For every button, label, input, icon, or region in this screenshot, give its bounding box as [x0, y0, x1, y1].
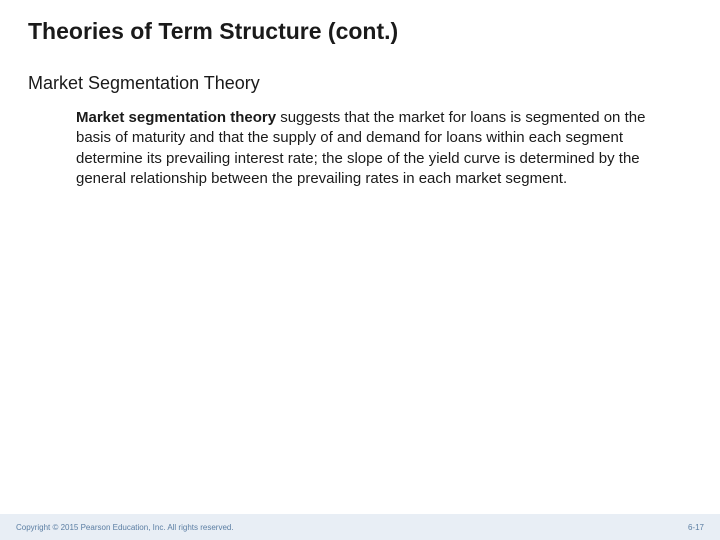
footer-bar: Copyright © 2015 Pearson Education, Inc.…	[0, 514, 720, 540]
copyright-text: Copyright © 2015 Pearson Education, Inc.…	[16, 523, 234, 532]
body-paragraph: Market segmentation theory suggests that…	[76, 108, 682, 189]
page-number: 6-17	[688, 523, 704, 532]
slide-subtitle: Market Segmentation Theory	[28, 73, 692, 94]
slide-container: Theories of Term Structure (cont.) Marke…	[0, 0, 720, 540]
slide-title: Theories of Term Structure (cont.)	[28, 18, 692, 45]
body-lead: Market segmentation theory	[76, 109, 276, 126]
